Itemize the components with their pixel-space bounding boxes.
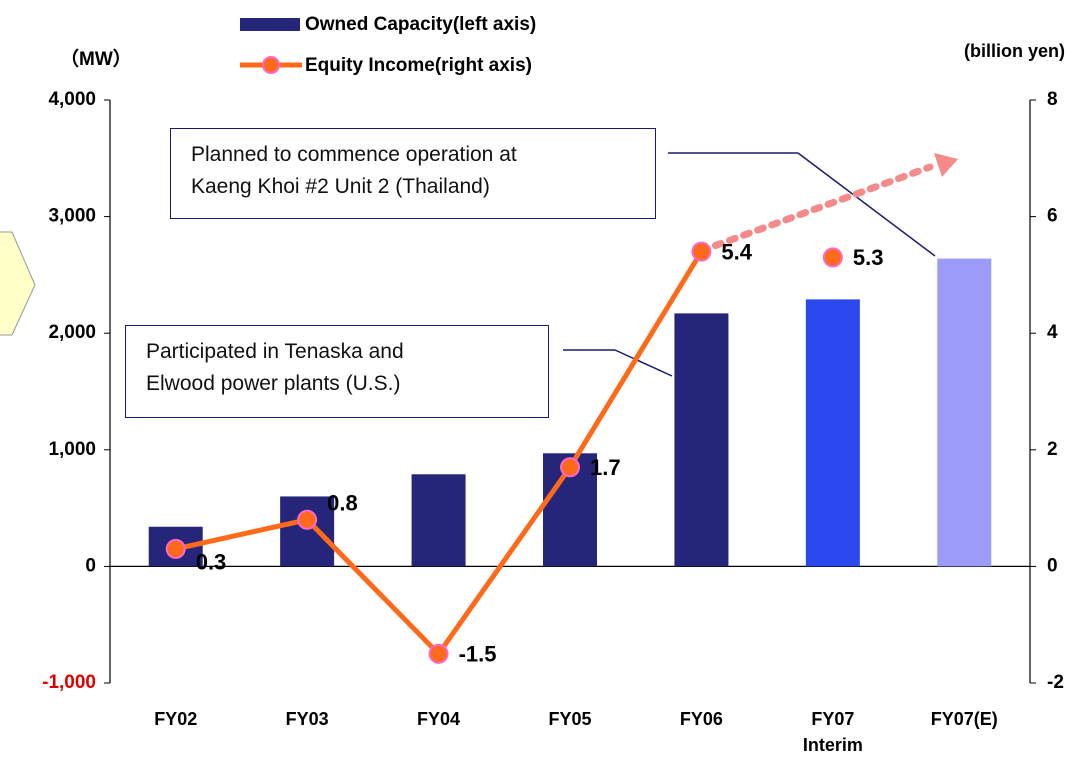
y2-tick-label: 6 bbox=[1047, 206, 1058, 227]
data-label: 0.8 bbox=[327, 491, 358, 516]
bar bbox=[674, 313, 729, 567]
y-tick-label: 2,000 bbox=[48, 322, 96, 343]
legend-swatch bbox=[262, 56, 280, 74]
y2-tick-label: 2 bbox=[1047, 439, 1058, 460]
y-tick-label: 3,000 bbox=[48, 206, 96, 227]
x-tick-label: FY07 Interim bbox=[802, 709, 863, 755]
x-tick-label: FY04 bbox=[417, 709, 461, 729]
marker bbox=[560, 457, 580, 478]
data-label: 1.7 bbox=[590, 455, 621, 480]
bar bbox=[805, 299, 860, 567]
y-axis-label: （MW） bbox=[60, 47, 132, 70]
legend-swatch bbox=[240, 18, 300, 31]
x-tick-label: FY02 bbox=[154, 709, 198, 729]
y2-tick-label: -2 bbox=[1047, 672, 1064, 693]
leader-line bbox=[797, 152, 936, 257]
legend: Owned Capacity(left axis) Equity Income(r… bbox=[240, 14, 536, 76]
y-tick-label: 4,000 bbox=[48, 89, 96, 110]
callout-shape bbox=[0, 231, 36, 336]
y2-tick-label: 8 bbox=[1047, 89, 1058, 110]
marker bbox=[822, 247, 843, 268]
line bbox=[175, 250, 704, 658]
x-tick-label: FY07(E) bbox=[930, 709, 998, 729]
data-label: -1.5 bbox=[459, 642, 497, 667]
y2-tick-label: 4 bbox=[1047, 322, 1058, 343]
annotation: Participated in Tenaska and Elwood power… bbox=[125, 325, 549, 418]
trend-arrow bbox=[711, 163, 934, 250]
marker bbox=[428, 643, 449, 664]
legend-label: Equity Income(right axis) bbox=[305, 55, 532, 76]
y2-axis-label: (billion yen) bbox=[964, 41, 1065, 61]
y-tick-label: 1,000 bbox=[48, 439, 96, 460]
x-tick-label: FY03 bbox=[285, 709, 329, 729]
marker bbox=[297, 509, 318, 530]
bar bbox=[411, 474, 466, 567]
y2-tick-label: 0 bbox=[1047, 555, 1058, 576]
marker bbox=[165, 538, 186, 559]
legend-label: Owned Capacity(left axis) bbox=[305, 14, 536, 35]
data-label: 5.3 bbox=[853, 245, 884, 270]
arrow-head bbox=[934, 153, 958, 177]
leader-line bbox=[614, 349, 673, 377]
y-tick-label: 0 bbox=[85, 555, 96, 576]
x-tick-label: FY06 bbox=[679, 709, 723, 729]
data-label: 0.3 bbox=[196, 550, 227, 575]
bar bbox=[937, 258, 992, 567]
bar bbox=[280, 496, 335, 567]
x-tick-label: FY05 bbox=[548, 709, 592, 729]
data-label: 5.4 bbox=[721, 239, 752, 264]
marker bbox=[691, 241, 712, 262]
y-tick-label: -1,000 bbox=[42, 672, 96, 693]
annotation: Planned to commence operation at Kaeng K… bbox=[170, 128, 656, 219]
